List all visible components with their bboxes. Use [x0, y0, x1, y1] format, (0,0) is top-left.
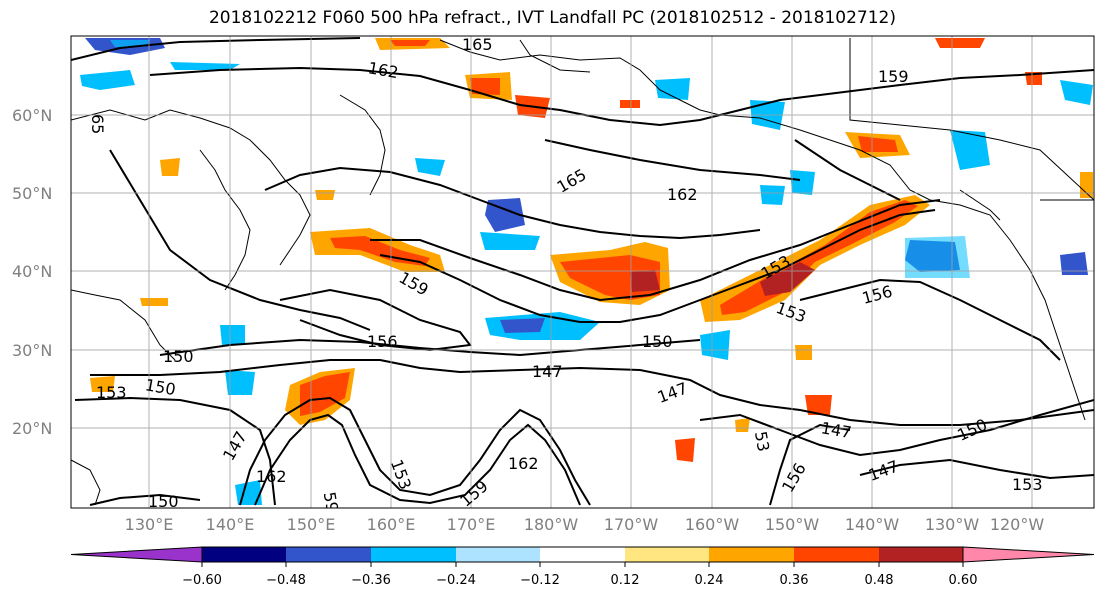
orange-patch	[90, 376, 115, 392]
colorbar-outline	[201, 546, 964, 563]
contour-label: 159	[878, 67, 909, 86]
blue-patch	[760, 185, 785, 205]
colorbar-label: 0.36	[780, 573, 809, 588]
lon-label: 140°W	[845, 515, 900, 530]
blue-patch	[485, 312, 600, 340]
contour-label: 150	[642, 332, 673, 351]
contour-label: 150	[148, 492, 179, 511]
contour-label: 153	[1012, 475, 1043, 494]
orange-patch	[858, 136, 898, 152]
lon-label: 130°E	[125, 515, 174, 530]
lon-label: 170°W	[604, 515, 659, 530]
blue-patch	[480, 232, 540, 250]
blue-patch	[790, 170, 815, 195]
colorbar-segment	[286, 547, 371, 562]
lat-label: 20°N	[12, 419, 52, 438]
blue-patch	[905, 236, 970, 278]
orange-patch	[1080, 172, 1093, 198]
blue-patch	[1060, 80, 1093, 105]
lon-label: 140°E	[206, 515, 255, 530]
contour-label: 162	[667, 185, 698, 204]
orange-patch	[315, 190, 335, 200]
colorbar-extend-min	[70, 546, 203, 563]
orange-patch	[675, 438, 695, 462]
lat-label: 40°N	[12, 262, 52, 281]
blue-patch	[1060, 252, 1088, 275]
colorbar-label: 0.60	[949, 573, 978, 588]
orange-patch	[630, 270, 660, 292]
colorbar-segment	[371, 547, 456, 562]
colorbar-label: −0.12	[520, 573, 560, 588]
longitude-labels: 130°E 140°E 150°E 160°E 170°E 180°W 170°…	[125, 515, 1045, 530]
colorbar-segment	[879, 547, 963, 562]
colorbar-label: −0.48	[266, 573, 306, 588]
lon-label: 160°W	[685, 515, 740, 530]
blue-patch	[170, 62, 240, 70]
orange-patch	[140, 298, 168, 306]
lat-label: 50°N	[12, 184, 52, 203]
lon-label: 150°E	[287, 515, 336, 530]
colorbar-label: 0.12	[611, 573, 640, 588]
colorbar-labels: −0.60 −0.48 −0.36 −0.24 −0.12 0.12 0.24 …	[182, 573, 977, 588]
colorbar-ticks	[201, 562, 964, 567]
orange-patch	[620, 100, 640, 108]
colorbar-label: −0.60	[182, 573, 222, 588]
contour-label: 150	[163, 347, 194, 366]
colorbar-segment	[202, 547, 286, 562]
blue-patch	[655, 78, 690, 100]
blue-patch	[225, 370, 255, 395]
contour-label: 165	[462, 35, 493, 54]
map-frame	[70, 35, 1095, 509]
colorbar-label: −0.36	[351, 573, 391, 588]
contour-label: 162	[256, 467, 287, 486]
orange-patch	[935, 38, 985, 48]
colorbar-segment	[540, 547, 625, 562]
colorbar-label: −0.24	[436, 573, 476, 588]
coastlines	[71, 38, 1094, 506]
colorbar-segment	[709, 547, 794, 562]
chart-title: 2018102212 F060 500 hPa refract., IVT La…	[208, 8, 896, 28]
lon-label: 130°W	[925, 515, 980, 530]
colorbar-segment	[794, 547, 879, 562]
contour-label: 59	[320, 490, 342, 513]
orange-patch	[795, 345, 812, 360]
colorbar-label: 0.48	[865, 573, 894, 588]
blue-patch	[700, 330, 730, 360]
orange-patch	[805, 395, 832, 415]
lon-label: 120°W	[990, 515, 1045, 530]
blue-patch	[80, 70, 135, 90]
lat-label: 60°N	[12, 106, 52, 125]
contour-label: 162	[508, 454, 539, 473]
colorbar-segment	[456, 547, 540, 562]
colorbar-segments	[70, 546, 1095, 563]
orange-patch	[160, 158, 180, 176]
latitude-labels: 20°N 30°N 40°N 50°N 60°N	[12, 106, 52, 438]
orange-patch	[300, 372, 350, 416]
contour-label: 65	[88, 114, 107, 134]
blue-patch	[220, 325, 245, 345]
colorbar-label: 0.24	[695, 573, 724, 588]
blue-patch	[415, 158, 445, 176]
height-contours	[71, 37, 1094, 506]
contour-label: 156	[367, 332, 398, 351]
contour-label: 153	[96, 383, 127, 402]
orange-patch	[390, 40, 430, 46]
colorbar-extend-max	[962, 546, 1095, 563]
map-plot: 165 162 159 65 165 162 159 156 153 150 1…	[12, 35, 1095, 530]
blue-patch	[950, 130, 990, 170]
lon-label: 180°W	[524, 515, 579, 530]
orange-patch	[735, 418, 750, 432]
orange-patch	[470, 78, 500, 95]
contour-label: 53	[751, 430, 773, 453]
colorbar-segment	[625, 547, 709, 562]
lon-label: 170°E	[447, 515, 496, 530]
lon-label: 150°W	[765, 515, 820, 530]
lon-label: 160°E	[367, 515, 416, 530]
lat-label: 30°N	[12, 341, 52, 360]
blue-patch	[500, 318, 545, 333]
gridlines	[71, 36, 1094, 508]
contour-label: 147	[532, 362, 563, 381]
